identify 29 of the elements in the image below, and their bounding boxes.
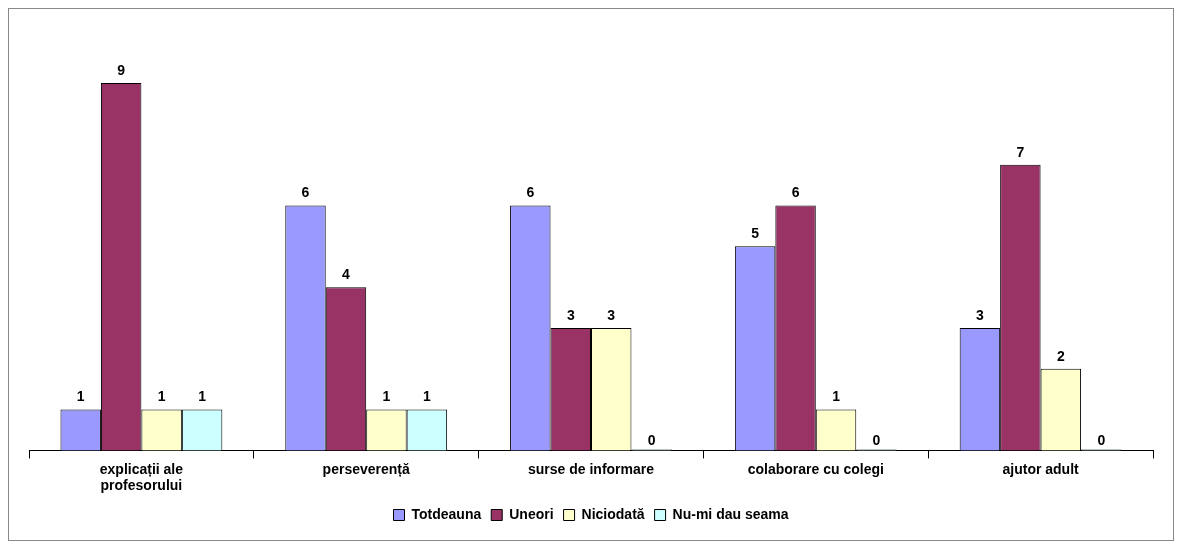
x-tick-label: perseverență bbox=[322, 460, 410, 477]
x-tick-label: surse de informare bbox=[527, 460, 655, 477]
data-label: 1 bbox=[423, 388, 431, 405]
data-label: 7 bbox=[1016, 143, 1025, 160]
data-label: 5 bbox=[751, 225, 760, 242]
data-label: 3 bbox=[607, 306, 616, 323]
data-label: 6 bbox=[526, 184, 535, 201]
data-label: 3 bbox=[566, 306, 575, 323]
data-label: 1 bbox=[382, 388, 391, 405]
data-label: 4 bbox=[342, 266, 351, 283]
x-tick-label: colaborare cu colegi bbox=[747, 460, 884, 477]
data-label: 1 bbox=[832, 388, 841, 405]
legend-label: Totdeauna bbox=[411, 505, 482, 522]
legend-label: Nu-mi dau seama bbox=[672, 505, 789, 522]
x-tick-label: ajutor adult bbox=[1002, 460, 1080, 477]
legend-label: Uneori bbox=[509, 505, 554, 522]
data-label: 9 bbox=[117, 61, 126, 78]
x-tick-label: explicații ale profesorului bbox=[99, 460, 184, 494]
data-label: 0 bbox=[647, 432, 656, 449]
data-label: 0 bbox=[872, 432, 881, 449]
data-label: 6 bbox=[301, 184, 310, 201]
data-label: 1 bbox=[76, 388, 85, 405]
data-label: 1 bbox=[198, 388, 207, 405]
data-label: 0 bbox=[1097, 432, 1106, 449]
data-label: 2 bbox=[1056, 347, 1065, 364]
data-label: 3 bbox=[976, 306, 985, 323]
data-label: 1 bbox=[157, 388, 166, 405]
data-label: 6 bbox=[791, 184, 800, 201]
legend-label: Niciodată bbox=[581, 505, 645, 522]
